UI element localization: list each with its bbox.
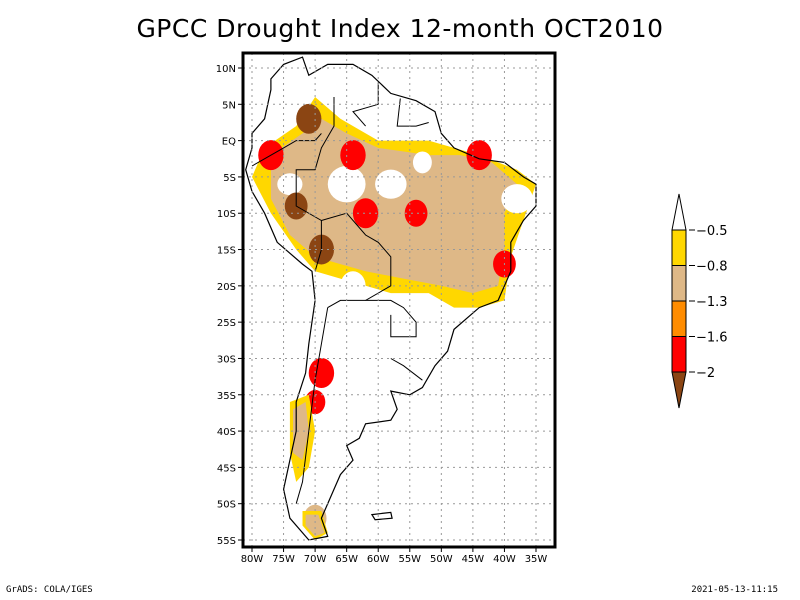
y-tick-label: 15S — [217, 246, 236, 257]
field-normal — [501, 184, 533, 214]
y-tick-label: 5N — [222, 100, 236, 111]
colorbar: −0.5 −0.8 −1.3 −1.6 −2 — [671, 193, 728, 409]
colorbar-swatch — [671, 336, 687, 373]
colorbar-label: −0.5 — [696, 224, 728, 239]
coastlines-borders — [245, 56, 537, 541]
field-central-argentina-mendoza- — [308, 357, 335, 388]
y-tick-label: 35S — [217, 391, 236, 402]
field-central-brazil-tocantins-goias- — [443, 215, 465, 240]
x-tick-label: 70W — [304, 554, 327, 565]
colorbar-label: −0.8 — [696, 260, 728, 275]
y-tick-label: 10N — [216, 64, 236, 75]
map-frame — [241, 51, 557, 549]
country-border — [295, 307, 329, 504]
country-border — [251, 133, 322, 167]
field-colombia-east-andes — [296, 103, 322, 134]
y-tick-label: 50S — [217, 500, 236, 511]
field-chile-moderate — [293, 402, 309, 461]
falkland-islands — [370, 511, 393, 521]
country-border — [352, 82, 379, 127]
y-axis: 10N 5N EQ 5S 10S 15S 20S 25S 30S 35S 40S 45S 50S 55S — [216, 64, 243, 547]
grads-credit: GrADS: COLA/IGES — [6, 585, 93, 595]
timestamp: 2021-05-13-11:15 — [691, 585, 778, 595]
y-tick-label: 55S — [217, 536, 236, 547]
field-rondonia — [352, 198, 379, 229]
x-tick-label: 40W — [493, 554, 516, 565]
colorbar-top-arrow — [671, 193, 687, 231]
coastline-south-america — [245, 56, 537, 541]
colorbar-swatch — [671, 229, 687, 266]
x-tick-label: 75W — [272, 554, 295, 565]
y-tick-label: 20S — [217, 282, 236, 293]
field-mato-grosso — [404, 199, 428, 227]
field-amazonas-roraima — [340, 140, 366, 171]
colorbar-swatch — [671, 300, 687, 337]
drought-fields — [252, 97, 536, 540]
field-normal — [327, 165, 366, 203]
x-tick-label: 80W — [241, 554, 264, 565]
y-tick-label: 40S — [217, 427, 236, 438]
country-border — [396, 98, 429, 127]
x-tick-label: 55W — [398, 554, 421, 565]
field-patagonia-moderate — [305, 514, 325, 537]
colorbar-bottom-arrow — [671, 371, 687, 409]
x-tick-label: 60W — [367, 554, 390, 565]
field-normal — [375, 169, 407, 199]
y-tick-label: 30S — [217, 354, 236, 365]
y-tick-label: 10S — [217, 209, 236, 220]
country-border — [390, 358, 423, 381]
country-border — [365, 299, 417, 338]
x-axis: 80W 75W 70W 65W 60W 55W 50W 45W 40W 35W — [241, 547, 548, 565]
country-border — [321, 212, 392, 309]
colorbar-label: −2 — [696, 366, 715, 381]
chart-title: GPCC Drought Index 12-month OCT2010 — [136, 14, 664, 43]
y-tick-label: 5S — [223, 173, 236, 184]
grid-lines — [243, 53, 555, 547]
colorbar-label: −1.6 — [696, 331, 728, 346]
y-tick-label: EQ — [222, 137, 236, 148]
field-normal — [412, 151, 432, 174]
country-border — [295, 97, 335, 272]
x-tick-label: 50W — [430, 554, 453, 565]
y-tick-label: 25S — [217, 318, 236, 329]
x-tick-label: 65W — [335, 554, 358, 565]
colorbar-label: −1.3 — [696, 295, 728, 310]
x-tick-label: 45W — [462, 554, 485, 565]
y-tick-label: 45S — [217, 463, 236, 474]
x-tick-label: 35W — [525, 554, 548, 565]
colorbar-swatch — [671, 265, 687, 302]
